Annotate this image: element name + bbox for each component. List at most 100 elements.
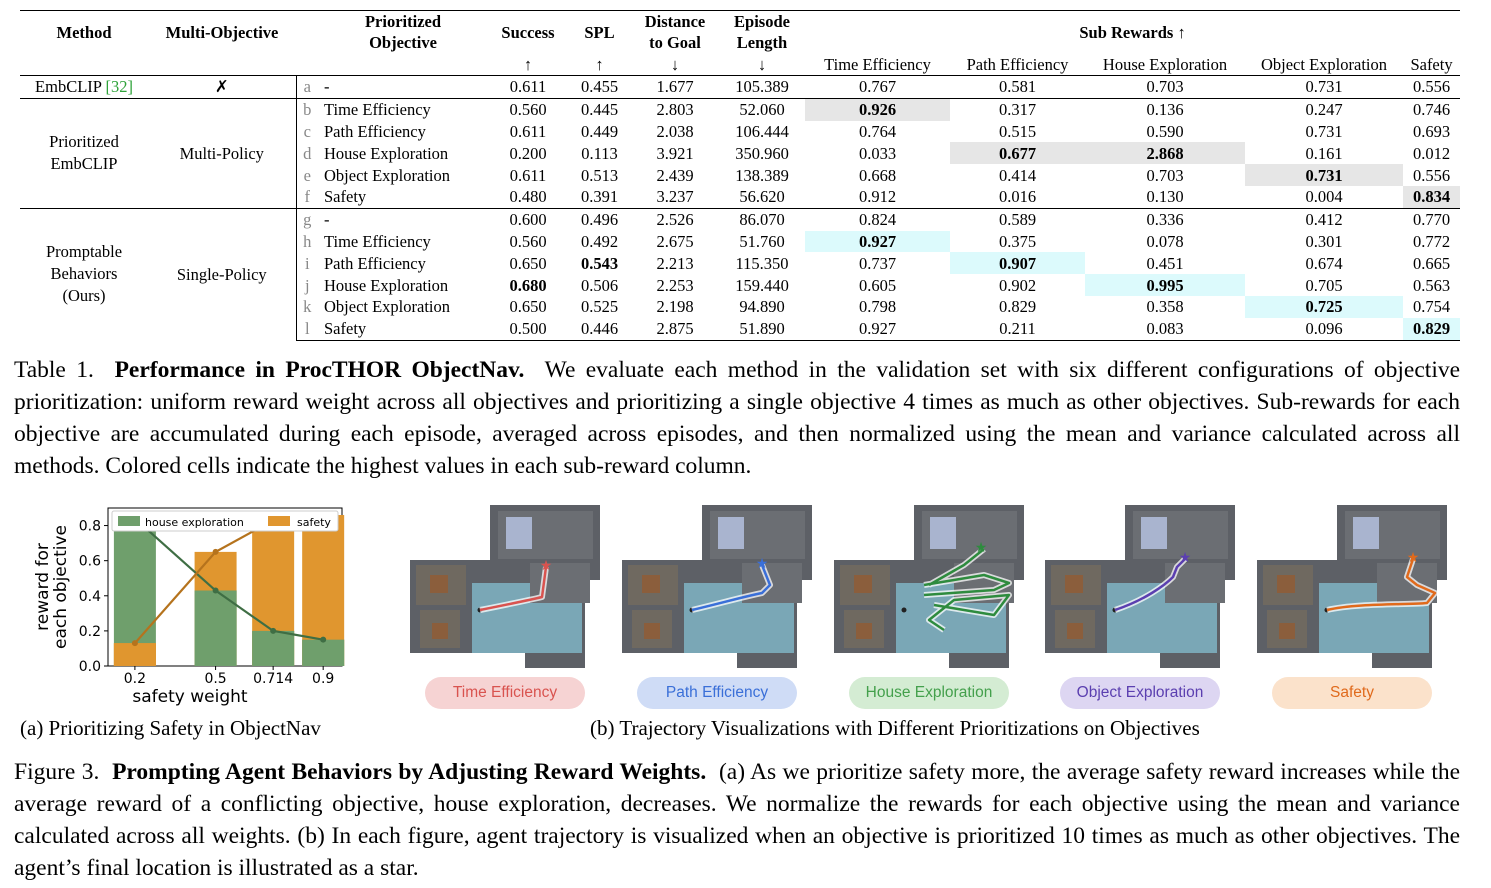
multi-objective-cross: ✗ xyxy=(148,75,296,99)
cell-value: 2.439 xyxy=(656,165,694,185)
cell-value: 0.446 xyxy=(568,317,631,341)
cell-value: 0.161 xyxy=(1305,143,1343,163)
cell-value: 0.012 xyxy=(1412,143,1451,163)
y-tick-label: 0.8 xyxy=(79,519,101,535)
objective-label: Safety xyxy=(1272,677,1432,709)
cell-value: 2.875 xyxy=(631,317,719,341)
cell-value: 0.772 xyxy=(1412,231,1451,251)
subcol-object-exploration: Object Exploration xyxy=(1260,54,1387,74)
cell-value: 2.868 xyxy=(1085,142,1245,165)
figure-caption: Figure 3. Prompting Agent Behaviors by A… xyxy=(14,759,1461,881)
cell-value: 2.253 xyxy=(656,275,694,295)
table-row: i Path Efficiency 0.650 0.543 2.213 115.350 0.… xyxy=(20,252,1460,275)
cell-value: 0.611 xyxy=(509,165,547,185)
cell-value: 0.136 xyxy=(1085,97,1245,121)
row-letter: a xyxy=(295,75,318,99)
cell-value: 0.665 xyxy=(1412,253,1451,273)
bar-overlap xyxy=(194,590,237,666)
cell-value: 1.677 xyxy=(631,75,719,99)
subcol-path-efficiency: Path Efficiency xyxy=(966,54,1069,74)
row-objective: House Exploration xyxy=(324,143,449,163)
objective-label: House Exploration xyxy=(849,677,1009,709)
cell-value: 0.995 xyxy=(1085,274,1245,296)
cell-value: 0.754 xyxy=(1412,297,1451,317)
table-caption: Table 1. Performance in ProcTHOR ObjectN… xyxy=(14,357,1461,479)
line-house-exploration xyxy=(134,517,324,641)
method-embclip: EmbCLIP [32] xyxy=(20,75,148,99)
cell-value: 0.247 xyxy=(1245,97,1403,121)
y-tick-label: 0.0 xyxy=(79,659,101,675)
x-axis-label: safety weight xyxy=(132,687,247,707)
cell-value: 0.492 xyxy=(580,231,619,251)
header-multi-objective: Multi-Objective xyxy=(148,10,296,53)
cell-value: 0.083 xyxy=(1085,317,1245,341)
cell-value: 0.301 xyxy=(1305,231,1343,251)
x-tick-label: 0.2 xyxy=(124,671,146,687)
x-tick-label: 0.9 xyxy=(312,671,334,687)
trajectory-panel: ★ xyxy=(622,505,812,668)
cell-value: 0.211 xyxy=(950,317,1085,341)
cell-value: 0.611 xyxy=(509,121,547,141)
row-letter: l xyxy=(295,317,318,341)
subcol-time-efficiency: Time Efficiency xyxy=(824,54,931,74)
point-safety xyxy=(212,548,219,555)
trajectory-panel: ★ xyxy=(834,505,1024,668)
point-house-exploration xyxy=(270,627,277,634)
cell-value: 0.445 xyxy=(568,97,631,121)
cell-value: 0.317 xyxy=(950,97,1085,121)
table-row: e Object Exploration 0.611 0.513 2.439 138.38… xyxy=(20,164,1460,186)
cell-value: 0.506 xyxy=(580,275,619,295)
cell-value: 0.581 xyxy=(950,75,1085,99)
row-objective: House Exploration xyxy=(324,275,449,295)
cell-value: 0.731 xyxy=(1305,121,1343,141)
cell-value: 0.650 xyxy=(509,297,547,317)
star-icon: ★ xyxy=(540,559,553,574)
cell-value: 0.412 xyxy=(1245,207,1403,231)
cell-value: 0.513 xyxy=(580,165,619,185)
cell-value: 0.668 xyxy=(858,165,897,185)
cell-value: 0.705 xyxy=(1305,275,1343,295)
cell-value: 0.078 xyxy=(1146,231,1184,251)
cell-value: 0.680 xyxy=(509,275,547,295)
table-row: k Object Exploration 0.650 0.525 2.198 94.890… xyxy=(20,295,1460,318)
point-house-exploration xyxy=(320,636,327,643)
trajectory-path xyxy=(923,548,1011,632)
cell-value: 0.096 xyxy=(1245,317,1403,341)
cell-value: 0.480 xyxy=(509,187,547,207)
bed-icon xyxy=(718,517,744,549)
cell-value: 350.960 xyxy=(735,143,789,163)
results-table: Method Multi-Objective Prioritized Object… xyxy=(20,10,1461,341)
cell-value: 2.675 xyxy=(656,231,694,251)
bed-icon xyxy=(930,517,956,549)
star-icon: ★ xyxy=(975,541,988,556)
cell-value: 0.912 xyxy=(858,187,897,207)
header-success: Success xyxy=(488,10,568,53)
cell-value: 0.336 xyxy=(1085,207,1245,231)
star-icon: ★ xyxy=(756,557,769,572)
cell-value: 0.033 xyxy=(858,143,897,163)
row-letter: h xyxy=(295,230,318,253)
cell-value: 0.767 xyxy=(805,75,950,99)
arrow-success: ↑ xyxy=(523,54,533,74)
trajectory-path xyxy=(691,564,772,612)
star-icon: ★ xyxy=(1407,551,1420,566)
legend-label-house-exploration: house exploration xyxy=(145,516,244,529)
cell-value: 0.560 xyxy=(509,231,547,251)
header-prioritized-objective: Prioritized Objective xyxy=(318,10,488,53)
star-icon: ★ xyxy=(1179,551,1192,566)
row-letter: j xyxy=(295,274,318,296)
cell-value: 0.556 xyxy=(1412,165,1451,185)
bed-icon xyxy=(1353,517,1379,549)
cell-value: 2.038 xyxy=(656,121,694,141)
arrow-episode: ↓ xyxy=(757,54,767,74)
cell-value: 0.703 xyxy=(1146,165,1184,185)
cell-value: 0.677 xyxy=(950,142,1085,165)
method-prioritized-embclip: Prioritized EmbCLIP xyxy=(20,97,148,209)
table-row: h Time Efficiency 0.560 0.492 2.675 51.760 0.9… xyxy=(20,230,1460,253)
cell-value: 0.358 xyxy=(1146,297,1184,317)
arrow-distance: ↓ xyxy=(670,54,680,74)
legend-label-safety: safety xyxy=(297,516,331,529)
trajectory-path xyxy=(479,566,548,612)
cell-value: 0.414 xyxy=(998,165,1037,185)
subcol-safety: Safety xyxy=(1410,54,1453,74)
